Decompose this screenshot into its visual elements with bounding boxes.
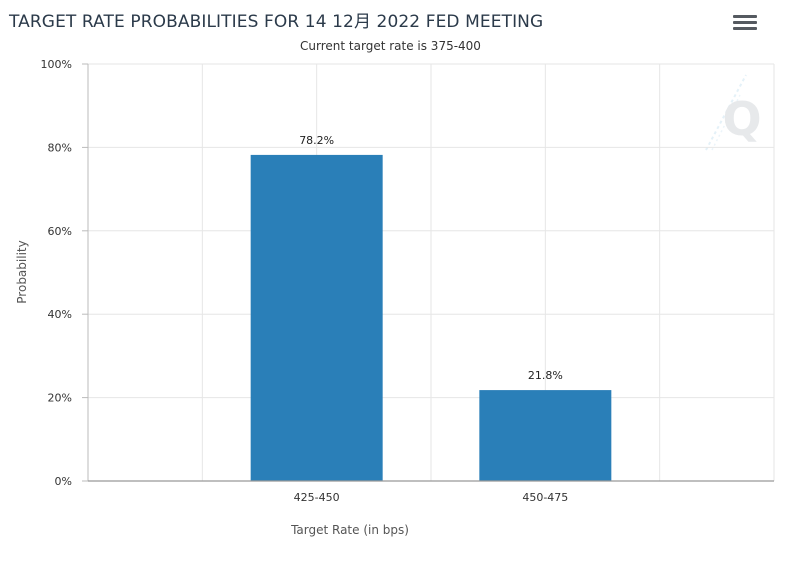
data-label: 21.8% [528, 369, 563, 382]
chart-title: TARGET RATE PROBABILITIES FOR 14 12月 202… [9, 12, 544, 32]
grid-lines [88, 63, 775, 481]
y-tick-label: 40% [48, 308, 72, 321]
y-tick-label: 60% [48, 225, 72, 238]
x-tick-label: 425-450 [294, 491, 340, 504]
menu-line [733, 21, 757, 24]
y-tick-label: 20% [48, 392, 72, 405]
chart-subtitle: Current target rate is 375-400 [300, 39, 481, 53]
y-axis-title: Probability [15, 240, 29, 303]
bar-450-475 [479, 390, 612, 481]
y-tick-label: 80% [48, 141, 72, 154]
y-tick-label: 100% [41, 58, 72, 71]
bar-425-450 [250, 154, 383, 481]
quikstrike-logo-icon: Q [705, 74, 762, 151]
hamburger-menu-icon[interactable] [733, 13, 757, 33]
menu-line [733, 15, 757, 18]
data-labels: 78.2% 21.8% [299, 134, 563, 382]
axes: 0% 20% 40% 60% 80% 100% 425-450 450-475 [41, 58, 774, 504]
x-tick-label: 450-475 [522, 491, 568, 504]
x-axis-title: Target Rate (in bps) [290, 523, 409, 537]
y-tick-label: 0% [55, 475, 72, 488]
data-label: 78.2% [299, 134, 334, 147]
menu-line [733, 27, 757, 30]
watermark-letter: Q [722, 92, 761, 146]
bars [250, 154, 612, 481]
